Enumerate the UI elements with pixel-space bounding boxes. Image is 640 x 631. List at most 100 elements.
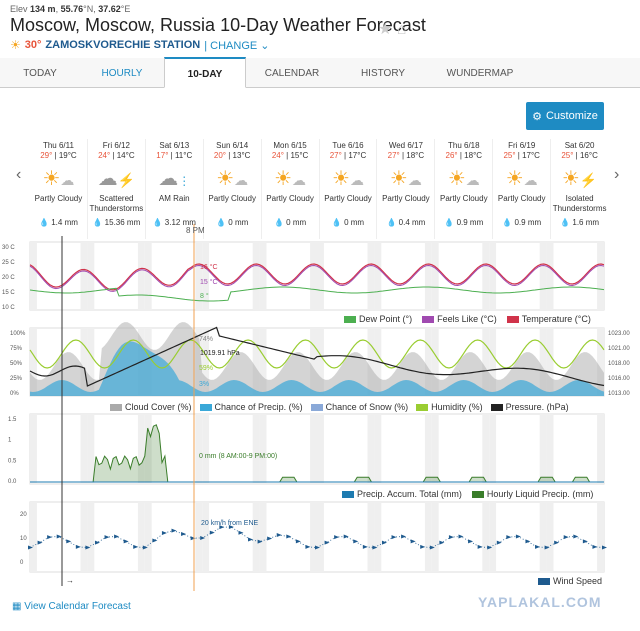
night-band xyxy=(539,502,547,572)
calendar-forecast-link[interactable]: ▦ View Calendar Forecast xyxy=(12,601,131,612)
cloud-ytick-left: 0% xyxy=(10,391,19,397)
temp-legend: Dew Point (°) Feels Like (°C) Temperatur… xyxy=(344,314,591,324)
home-icon[interactable]: ⌂ xyxy=(396,21,407,38)
day-card[interactable]: Sun 6/14 20° | 13°C ☀☁ Partly Cloudy 💧 0… xyxy=(202,139,261,239)
day-name: Thu 6/11 xyxy=(42,141,74,150)
legend-hourly[interactable]: Hourly Liquid Precip. (mm) xyxy=(471,489,593,499)
wind-arrow-icon xyxy=(563,535,569,540)
wind-arrow-icon xyxy=(181,532,187,537)
night-band xyxy=(202,502,210,572)
day-condition: Partly Cloudy xyxy=(440,194,488,203)
wind-arrow-icon xyxy=(248,537,254,542)
tab-today[interactable]: TODAY xyxy=(23,68,57,79)
temp-ytick: 15 C xyxy=(2,290,15,296)
change-label: | CHANGE xyxy=(204,39,258,52)
temp-ytick: 10 C xyxy=(2,305,15,311)
day-precip: 15.36 mm xyxy=(104,218,141,227)
tab-hourly[interactable]: HOURLY xyxy=(101,68,143,79)
night-band xyxy=(424,328,432,396)
wind-arrow-icon xyxy=(573,534,579,539)
day-card[interactable]: Thu 6/11 29° | 19°C ☀☁ Partly Cloudy 💧 1… xyxy=(30,139,87,239)
star-icon[interactable]: ★ xyxy=(378,21,393,38)
day-high: 24° xyxy=(271,151,284,160)
elev-label: Elev xyxy=(10,4,28,14)
legend-cloud[interactable]: Cloud Cover (%) xyxy=(110,402,192,412)
calendar-icon: ▦ xyxy=(12,601,22,612)
legend-wind[interactable]: Wind Speed xyxy=(538,576,602,586)
tab-calendar[interactable]: CALENDAR xyxy=(264,68,320,79)
day-high: 24° xyxy=(98,151,111,160)
legend-dew[interactable]: Dew Point (°) xyxy=(344,314,412,324)
precip-readout: 0 mm (8 AM:00-9 PM:00) xyxy=(199,453,277,460)
legend-feels[interactable]: Feels Like (°C) xyxy=(422,314,497,324)
day-name: Thu 6/18 xyxy=(448,141,480,150)
day-high: 20° xyxy=(213,151,227,160)
day-card[interactable]: Fri 6/19 25° | 17°C ☀☁ Partly Cloudy 💧 0… xyxy=(492,139,550,239)
day-precip: 0.9 mm xyxy=(456,218,484,227)
legend-snow[interactable]: Chance of Snow (%) xyxy=(310,402,409,412)
night-band xyxy=(87,414,95,484)
night-band xyxy=(367,328,375,396)
customize-label: Customize xyxy=(545,110,598,122)
precip-ytick: 1.5 xyxy=(8,417,17,423)
legend-cloud-label: Cloud Cover (%) xyxy=(125,402,192,412)
tab-history[interactable]: HISTORY xyxy=(360,68,406,79)
night-band xyxy=(30,414,37,484)
night-band xyxy=(374,242,382,310)
legend-accum-label: Precip. Accum. Total (mm) xyxy=(357,489,462,499)
night-band xyxy=(144,502,152,572)
raindrop-icon: 💧 xyxy=(152,218,163,227)
wind-arrow-icon xyxy=(171,528,177,533)
cloud-ytick-right: 1013.00 xyxy=(608,391,630,397)
day-high: 26° xyxy=(445,151,458,160)
wind-readout: 20 km/h from ENE xyxy=(201,520,259,527)
day-card[interactable]: Wed 6/17 27° | 18°C ☀☁ Partly Cloudy 💧 0… xyxy=(376,139,434,239)
night-band xyxy=(259,414,267,484)
wind-arrow-icon xyxy=(200,535,206,540)
legend-feels-label: Feels Like (°C) xyxy=(437,314,497,324)
change-station-button[interactable]: | CHANGE ⌄ xyxy=(204,39,269,52)
day-precip: 0 mm xyxy=(228,218,249,227)
prev-arrow-icon[interactable]: ‹ xyxy=(16,166,22,183)
cloud-ytick-right: 1016.00 xyxy=(608,376,630,382)
day-card[interactable]: Tue 6/16 27° | 17°C ☀☁ Partly Cloudy 💧 0… xyxy=(318,139,377,239)
cloud-ytick-left: 25% xyxy=(10,376,23,382)
day-precip: 1.4 mm xyxy=(51,218,78,227)
legend-accum[interactable]: Precip. Accum. Total (mm) xyxy=(342,489,462,499)
next-arrow-icon[interactable]: › xyxy=(614,166,620,183)
legend-humidity[interactable]: Humidity (%) xyxy=(416,402,483,412)
day-precip: 0.4 mm xyxy=(398,218,426,227)
wind-arrow-icon xyxy=(429,545,435,550)
wind-ytick: 10 xyxy=(20,536,27,542)
day-card[interactable]: Fri 6/12 24° | 14°C ☁⚡ Scattered Thunder… xyxy=(86,139,145,239)
day-card[interactable]: Thu 6/18 26° | 18°C ☀☁ Partly Cloudy 💧 0… xyxy=(434,139,492,239)
night-band xyxy=(195,242,203,310)
night-band xyxy=(597,328,604,396)
day-card[interactable]: Sat 6/20 25° | 16°C ☀⚡ Isolated Thunders… xyxy=(550,139,608,239)
legend-snow-label: Chance of Snow (%) xyxy=(325,402,409,412)
wind-arrow-icon xyxy=(343,534,349,539)
day-name: Sat 6/13 xyxy=(159,141,190,150)
legend-chance-precip[interactable]: Chance of Precip. (%) xyxy=(199,402,303,412)
tab-wundermap[interactable]: WUNDERMAP xyxy=(446,68,514,79)
day-card[interactable]: Sat 6/13 17° | 11°C ☁⋮ AM Rain 💧 3.12 mm xyxy=(144,139,203,239)
night-band xyxy=(431,414,439,484)
tab-10-day[interactable]: 10-DAY xyxy=(164,57,246,88)
wind-arrow-icon xyxy=(410,539,416,544)
wind-arrow-icon xyxy=(75,544,81,549)
partly-cloudy-icon: ☀☁ xyxy=(332,168,364,190)
night-band xyxy=(482,242,490,310)
wind-ytick: 20 xyxy=(20,512,27,518)
customize-button[interactable]: ⚙ Customize xyxy=(526,102,604,130)
night-band xyxy=(597,242,604,310)
day-low: 13°C xyxy=(232,151,251,160)
cloud-ytick-right: 1023.00 xyxy=(608,331,630,337)
wind-arrow-icon xyxy=(123,539,129,544)
wind-arrow-icon xyxy=(209,530,215,535)
legend-pressure[interactable]: Pressure. (hPa) xyxy=(490,402,569,412)
station-link[interactable]: ZAMOSKVORECHIE STATION xyxy=(45,39,201,51)
day-card[interactable]: Mon 6/15 24° | 15°C ☀☁ Partly Cloudy 💧 0… xyxy=(260,139,319,239)
legend-temp[interactable]: Temperature (°C) xyxy=(506,314,591,324)
wind-arrow-icon xyxy=(66,539,72,544)
forecast-charts[interactable]: 30 C25 C20 C15 C10 C16 °C15 °C8 °100%75%… xyxy=(0,224,640,596)
